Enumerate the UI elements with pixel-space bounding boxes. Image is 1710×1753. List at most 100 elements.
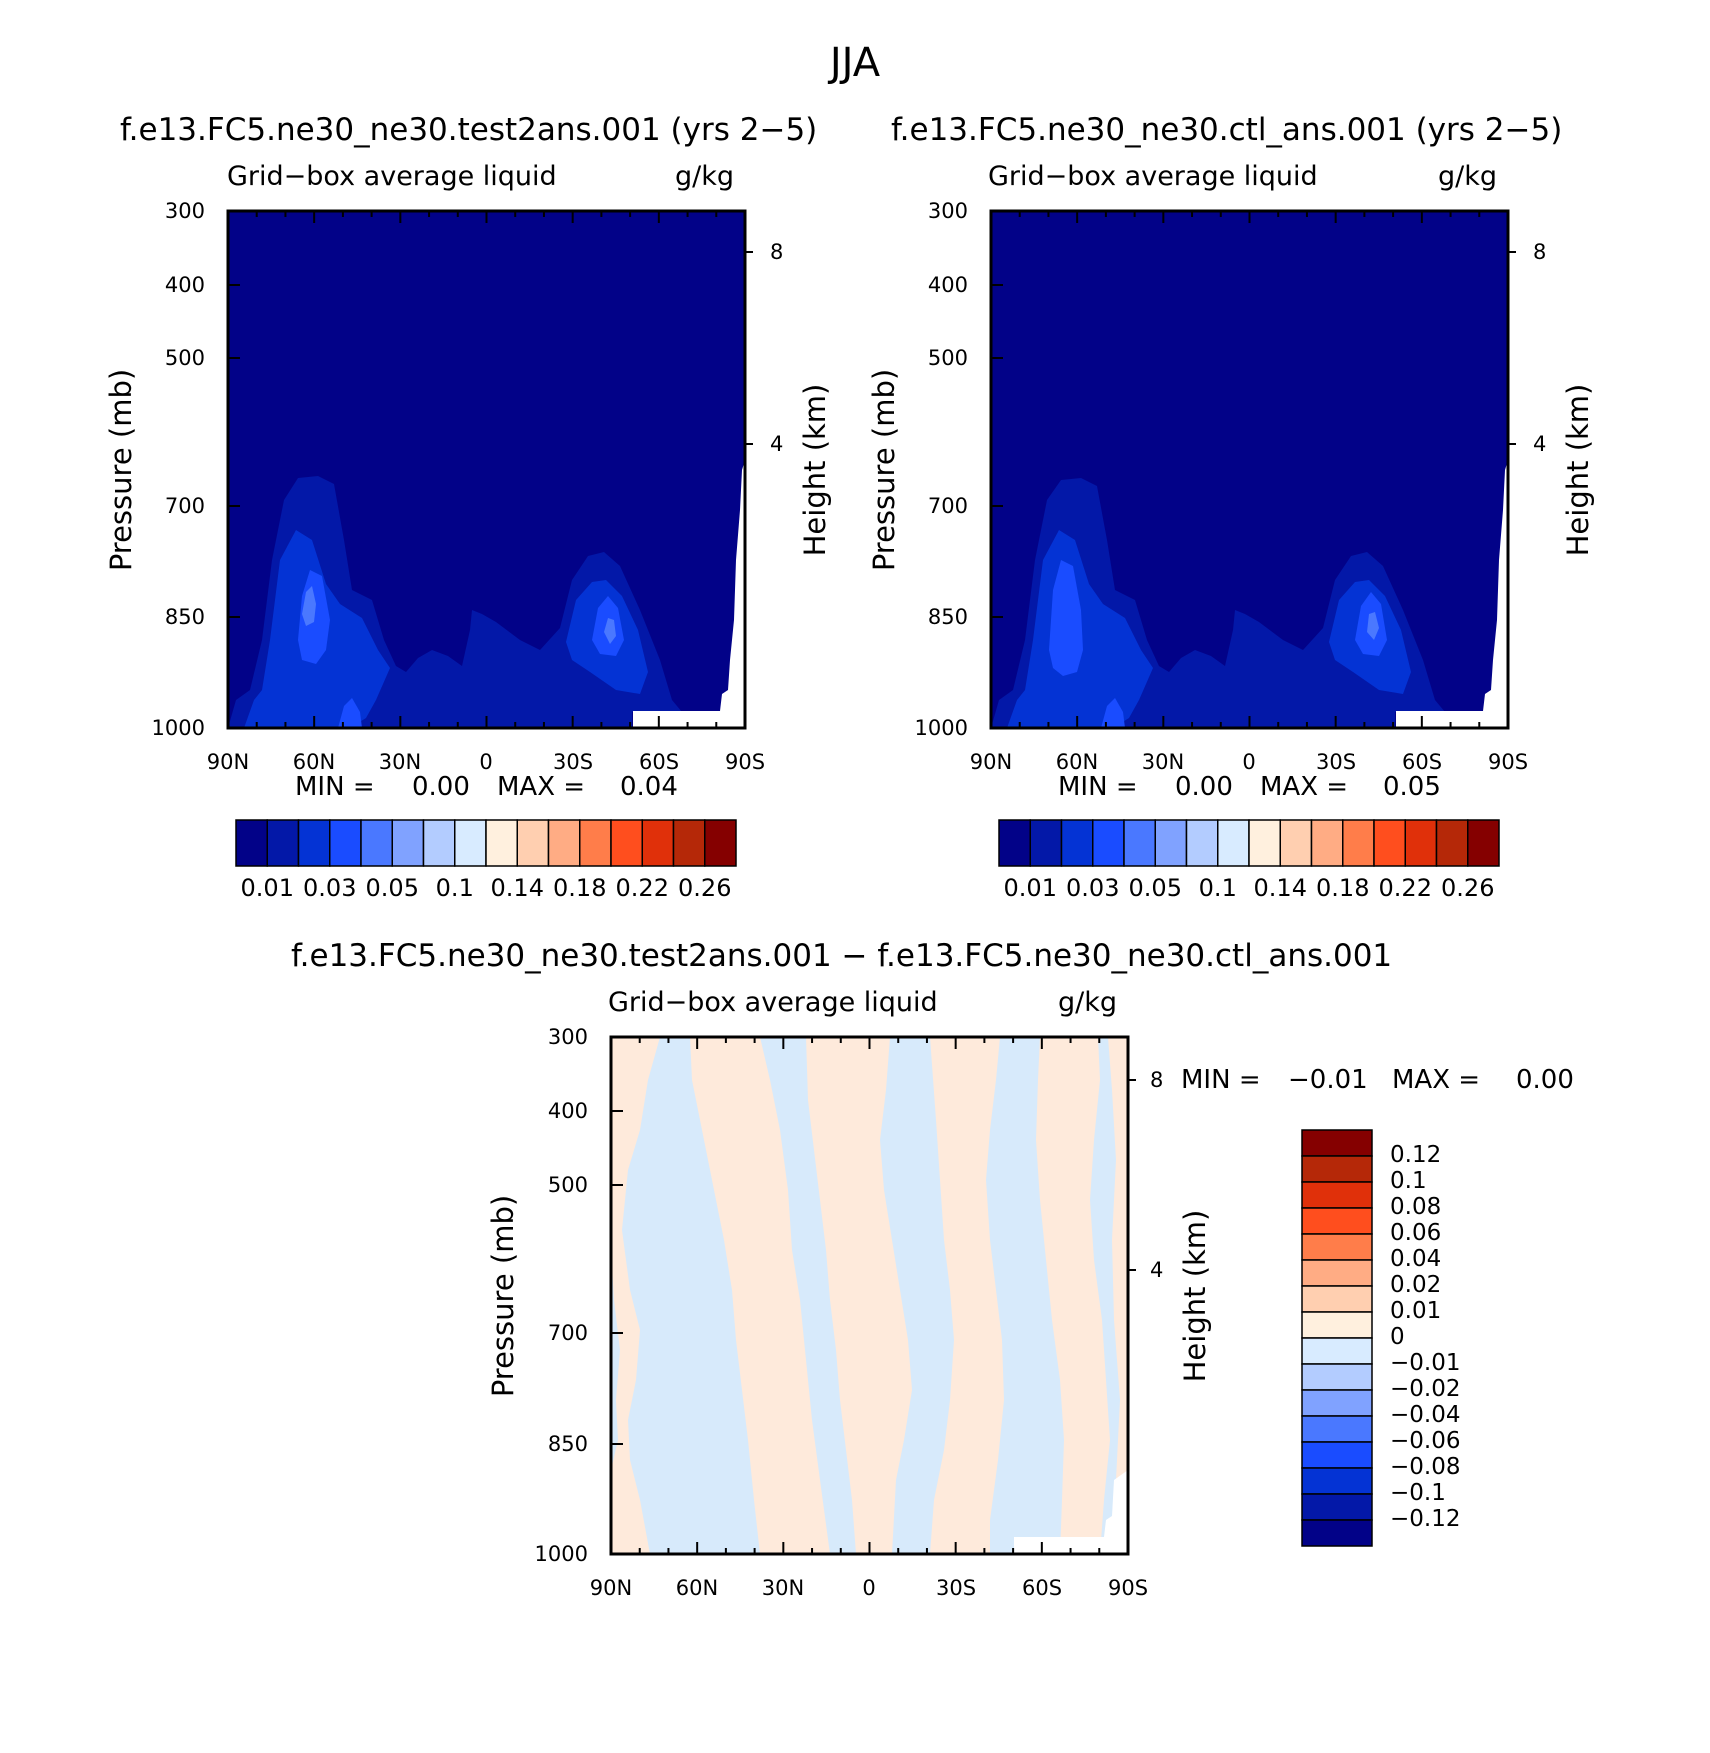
contour-level-4	[302, 586, 316, 626]
colorbar-box	[1301, 1363, 1373, 1391]
ylabel-ctl: Pressure (mb)	[867, 368, 901, 572]
colorbar-box	[672, 819, 706, 867]
colorbar-box	[1029, 819, 1063, 867]
colorbar-box	[579, 819, 612, 867]
colorbar-box	[1301, 1285, 1373, 1313]
colorbar-box	[422, 819, 456, 867]
colorbar-box	[1301, 1155, 1373, 1183]
lat-tick-label: 30N	[761, 1576, 805, 1600]
colorbar-box	[1301, 1259, 1373, 1287]
colorbar-box	[1301, 1129, 1373, 1157]
colorbar-tick-label: −0.04	[1390, 1402, 1461, 1428]
ylabel-right-test: Height (km)	[798, 383, 832, 557]
pressure-tick-label: 300	[164, 199, 205, 223]
pressure-tick-label: 400	[927, 273, 968, 297]
lat-tick-label: 90N	[969, 750, 1013, 774]
panel-title-ctl: f.e13.FC5.ne30_ne30.ctl_ans.001 (yrs 2−5…	[891, 112, 1563, 148]
colorbar-box	[1092, 819, 1125, 867]
colorbar-tick-label: 0.01	[1003, 874, 1057, 902]
height-tick-label: 4	[1533, 432, 1547, 456]
variable-label-ctl: Grid−box average liquid	[988, 161, 1318, 192]
positive-region-4	[930, 1037, 1004, 1554]
min-value-test: 0.00	[412, 772, 470, 802]
lat-tick-label: 90S	[1107, 1576, 1149, 1600]
colorbar-box	[1060, 819, 1094, 867]
positive-region-5	[1036, 1037, 1110, 1554]
missing-data-region	[1396, 460, 1508, 728]
colorbar-box	[1279, 819, 1313, 867]
colorbar-tick-label: 0.22	[615, 874, 669, 902]
colorbar-tick-label: 0.1	[1390, 1168, 1427, 1194]
min-value-diff: −0.01	[1288, 1065, 1368, 1095]
height-tick-label: 4	[770, 432, 784, 456]
panel-diff	[609, 1035, 1136, 1556]
ylabel-diff: Pressure (mb)	[486, 1194, 520, 1398]
colorbar-tick-label: 0.14	[490, 874, 544, 902]
pressure-tick-label: 700	[927, 494, 968, 518]
colorbar-box	[547, 819, 581, 867]
colorbar-box	[391, 819, 425, 867]
colorbar-box	[1310, 819, 1344, 867]
colorbar-tick-label: 0.26	[1441, 874, 1495, 902]
missing-data-region	[633, 460, 745, 728]
lat-tick-label: 30S	[935, 1576, 977, 1600]
variable-label-test: Grid−box average liquid	[227, 161, 557, 192]
colorbar-tick-label: 0.04	[1390, 1246, 1442, 1272]
height-tick-label: 8	[770, 240, 784, 264]
colorbar-box	[1404, 819, 1438, 867]
pressure-tick-label: 700	[547, 1321, 588, 1345]
min-label-ctl: MIN =	[1058, 772, 1138, 802]
colorbar-box	[641, 819, 675, 867]
colorbar-box	[266, 819, 300, 867]
units-label-ctl: g/kg	[1438, 161, 1498, 192]
colorbar-box	[485, 819, 518, 867]
colorbar-box	[1301, 1415, 1373, 1443]
pressure-tick-label: 500	[547, 1173, 588, 1197]
ylabel-test: Pressure (mb)	[104, 368, 138, 572]
height-tick-label: 4	[1150, 1258, 1164, 1282]
colorbar-box	[1301, 1181, 1373, 1209]
latitude-minor-ticks	[227, 211, 1509, 1554]
max-label-test: MAX =	[497, 772, 586, 802]
ylabel-right-diff: Height (km)	[1178, 1209, 1212, 1383]
colorbar-box	[1301, 1389, 1373, 1417]
colorbar-tick-label: 0.03	[1066, 874, 1120, 902]
colorbar-test	[235, 819, 737, 867]
pressure-tick-label: 1000	[534, 1542, 588, 1566]
colorbar-box	[1301, 1519, 1373, 1547]
colorbar-tick-label: 0.01	[1390, 1298, 1442, 1324]
units-label-diff: g/kg	[1058, 987, 1118, 1018]
panel-title-diff: f.e13.FC5.ne30_ne30.test2ans.001 − f.e13…	[291, 938, 1393, 974]
colorbar-box	[1435, 819, 1469, 867]
colorbar-tick-label: 0.14	[1253, 874, 1307, 902]
lat-tick-label: 30S	[552, 750, 594, 774]
colorbar-box	[1301, 1311, 1373, 1339]
contour-level-3	[1049, 560, 1083, 676]
max-label-diff: MAX =	[1392, 1065, 1481, 1095]
pressure-tick-label: 400	[547, 1099, 588, 1123]
colorbar-box	[1123, 819, 1156, 867]
pressure-tick-label: 300	[927, 199, 968, 223]
lat-tick-label: 90S	[724, 750, 766, 774]
lat-tick-label: 60S	[1021, 1576, 1063, 1600]
panel-title-test: f.e13.FC5.ne30_ne30.test2ans.001 (yrs 2−…	[120, 112, 818, 148]
contour-field-diff	[611, 1037, 1128, 1554]
pressure-tick-label: 500	[164, 346, 205, 370]
contour-field-test	[228, 211, 745, 728]
pressure-tick-label: 850	[547, 1432, 588, 1456]
ticks-diff	[611, 1036, 1136, 1555]
lat-tick-label: 0	[479, 750, 493, 774]
lat-tick-label: 60S	[638, 750, 680, 774]
lat-tick-label: 30N	[1141, 750, 1185, 774]
colorbar-box	[998, 819, 1031, 867]
ylabel-right-ctl: Height (km)	[1561, 383, 1595, 557]
max-value-test: 0.04	[620, 772, 678, 802]
colorbar-tick-label: −0.12	[1390, 1506, 1461, 1532]
panel-test	[226, 209, 753, 730]
colorbar-box	[516, 819, 550, 867]
colorbar-box	[1301, 1207, 1373, 1235]
min-label-test: MIN =	[295, 772, 375, 802]
colorbar-box	[1301, 1337, 1373, 1365]
height-tick-label: 8	[1533, 240, 1547, 264]
